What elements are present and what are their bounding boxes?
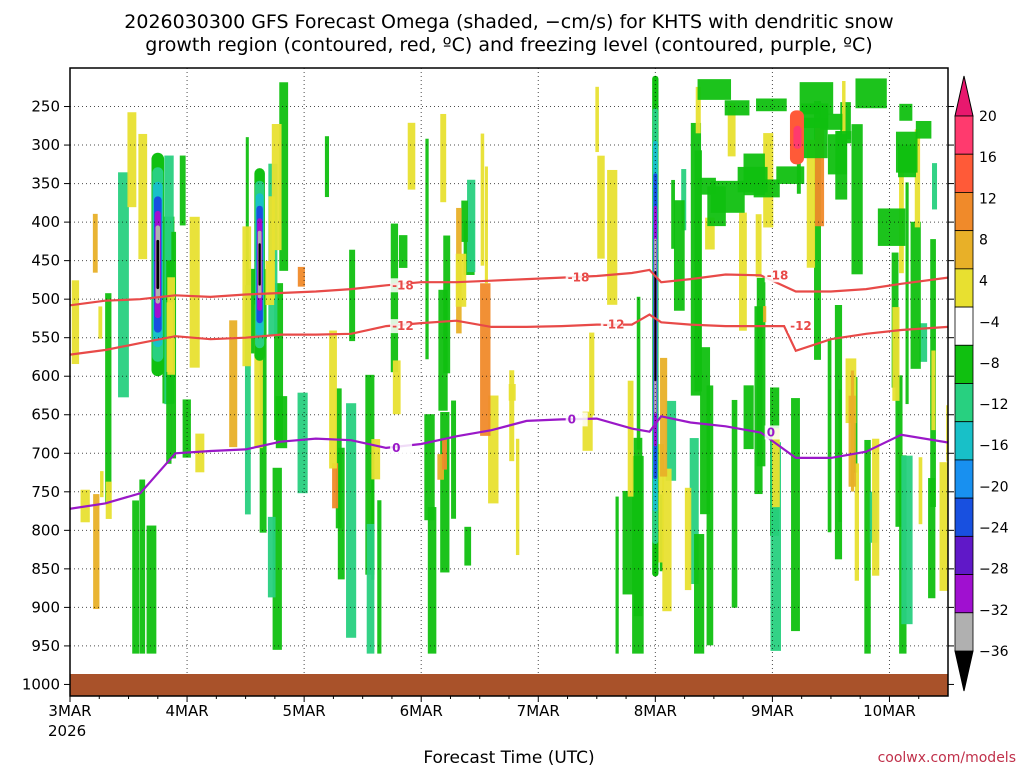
colorbar-label-4: 4 (979, 274, 988, 290)
dgz-contour-0-label-1: -18 (568, 271, 590, 285)
omega-shading (71, 75, 948, 654)
ground-terrain (70, 674, 948, 696)
y-tick-label-11: 800 (31, 521, 60, 539)
omega-core-0-band-6 (156, 239, 160, 290)
colorbar-segment-7 (954, 383, 974, 423)
colorbar-segment-12 (954, 574, 974, 614)
x-axis-year: 2026 (48, 722, 86, 740)
x-tick-label-6: 9MAR (751, 702, 794, 720)
x-tick-label-3: 6MAR (400, 702, 443, 720)
x-tick-label-4: 7MAR (517, 702, 560, 720)
y-axis: 250 300 350 400 450 500 550 600 650 700 750 800 850 9… (22, 98, 954, 693)
dgz-contour-0 (70, 268, 948, 307)
freezing-level-contour-0-label-1: 0 (568, 412, 576, 426)
omega-core-1-band-6 (258, 243, 261, 286)
colorbar-segment-3 (954, 230, 974, 270)
freezing-level-contour-0-label-0: 0 (392, 441, 400, 455)
chart-title-line-2: growth region (contoured, red, ºC) and f… (145, 34, 872, 56)
freezing-level-contour-0 (70, 415, 948, 510)
y-tick-label-4: 450 (31, 252, 60, 270)
colorbar-label-12: −32 (979, 603, 1009, 619)
colorbar-segment-2 (954, 192, 974, 232)
colorbar-label-2: 12 (979, 191, 997, 207)
colorbar-label-0: 20 (979, 109, 997, 125)
y-tick-label-9: 700 (31, 444, 60, 462)
colorbar-label-7: −12 (979, 397, 1009, 413)
y-tick-label-13: 900 (31, 598, 60, 616)
y-tick-label-15: 1000 (22, 675, 60, 693)
grid-lines (70, 68, 948, 696)
dgz-contour-0-label-2: -18 (767, 268, 789, 282)
dgz-contour-1-label-1: -12 (603, 318, 625, 332)
colorbar-segment-6 (954, 344, 974, 384)
colorbar-segment-8 (954, 421, 974, 461)
y-tick-label-7: 600 (31, 367, 60, 385)
y-tick-label-1: 300 (31, 136, 60, 154)
x-tick-label-7: 10MAR (863, 702, 916, 720)
omega-core-2-band-6 (654, 271, 657, 382)
y-tick-label-0: 250 (31, 98, 60, 116)
colorbar-segment-1 (954, 153, 974, 193)
x-axis-title: Forecast Time (UTC) (423, 748, 594, 768)
colorbar-top-arrow (954, 75, 974, 117)
x-tick-label-5: 8MAR (634, 702, 677, 720)
colorbar-label-8: −16 (979, 438, 1009, 454)
dgz-contour-0-label-0: -18 (392, 278, 414, 292)
dgz-contour-1-label-2: -12 (790, 319, 812, 333)
colorbar-label-5: −4 (979, 315, 1000, 331)
x-tick-label-0: 3MAR (48, 702, 91, 720)
credit-text: coolwx.com/models (878, 750, 1016, 766)
colorbar-label-13: −36 (979, 644, 1009, 660)
omega-positive-cell-core (793, 125, 802, 149)
colorbar-segment-4 (954, 268, 974, 308)
colorbar-label-6: −8 (979, 356, 1000, 372)
freezing-level-contour-0-label-2: 0 (767, 425, 775, 439)
colorbar-label-1: 16 (979, 150, 997, 166)
chart-title-line-1: 2026030300 GFS Forecast Omega (shaded, −… (124, 11, 893, 33)
colorbar-label-3: 8 (979, 232, 988, 248)
x-tick-label-2: 5MAR (283, 702, 326, 720)
colorbar-segment-11 (954, 535, 974, 575)
colorbar-bottom-arrow (954, 650, 974, 692)
colorbar-segment-10 (954, 497, 974, 537)
colorbar-label-9: −20 (979, 479, 1009, 495)
y-tick-label-10: 750 (31, 483, 60, 501)
dgz-contour-1 (70, 313, 948, 356)
colorbar-label-10: −24 (979, 521, 1009, 537)
y-tick-label-12: 850 (31, 560, 60, 578)
y-tick-label-2: 350 (31, 175, 60, 193)
x-axis: 3MAR 4MAR 5MAR 6MAR 7MAR 8MAR 9MAR 10MAR (48, 696, 920, 720)
colorbar-segment-9 (954, 459, 974, 499)
contours: -18 -18 -18 -12 -12 -12 0 0 0 (70, 268, 948, 510)
colorbar-segment-5 (954, 306, 974, 346)
y-tick-label-5: 500 (31, 290, 60, 308)
x-tick-label-1: 4MAR (165, 702, 208, 720)
colorbar-segment-0 (954, 115, 974, 155)
colorbar-segment-13 (954, 612, 974, 652)
y-tick-label-3: 400 (31, 213, 60, 231)
colorbar-label-11: −28 (979, 562, 1009, 578)
y-tick-label-8: 650 (31, 406, 60, 424)
dgz-contour-1-label-0: -12 (392, 319, 414, 333)
y-tick-label-14: 950 (31, 637, 60, 655)
y-tick-label-6: 550 (31, 329, 60, 347)
colorbar: 20 16 12 8 4 −4 −8 −12 −16 −20 −24 −28 −32 −36 (954, 75, 1009, 692)
